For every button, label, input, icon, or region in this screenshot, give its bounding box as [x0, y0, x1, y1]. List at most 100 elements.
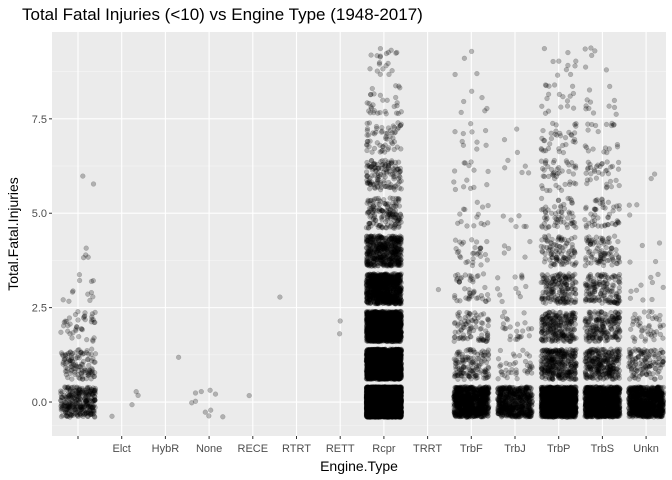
data-point: [90, 411, 96, 418]
data-point: [77, 404, 83, 411]
data-point: [90, 404, 97, 410]
data-point: [72, 401, 78, 408]
data-point: [76, 389, 82, 395]
data-point: [89, 407, 95, 413]
data-point: [90, 337, 96, 343]
data-point: [66, 399, 73, 406]
data-point: [129, 402, 135, 408]
scatter-points: [58, 45, 667, 420]
data-point: [175, 354, 182, 360]
data-point: [89, 410, 95, 417]
data-point: [192, 398, 199, 404]
data-point: [84, 385, 91, 391]
data-point: [83, 245, 89, 251]
data-point: [91, 397, 97, 404]
data-point: [58, 394, 65, 400]
data-point: [73, 387, 79, 394]
data-point: [80, 387, 86, 393]
data-point: [76, 409, 82, 415]
data-point: [91, 413, 98, 420]
data-point: [76, 272, 83, 278]
data-point: [85, 409, 92, 415]
data-point: [58, 407, 64, 413]
data-point: [81, 406, 87, 412]
data-point: [78, 403, 84, 409]
data-point: [88, 404, 94, 410]
data-point: [206, 413, 212, 419]
data-point: [61, 403, 67, 409]
data-point: [68, 407, 74, 414]
data-point: [84, 413, 91, 420]
data-point: [76, 277, 83, 284]
data-point: [84, 386, 91, 392]
data-point: [69, 394, 75, 401]
data-point: [87, 403, 94, 409]
data-point: [82, 396, 88, 403]
data-point: [92, 390, 98, 396]
data-point: [67, 414, 73, 420]
data-point: [61, 406, 68, 413]
data-point: [70, 288, 76, 294]
data-point: [82, 398, 89, 404]
data-point: [77, 407, 83, 413]
data-point: [92, 387, 98, 393]
data-point: [80, 255, 87, 261]
data-point: [61, 400, 67, 406]
data-point: [81, 350, 87, 357]
data-point: [64, 407, 70, 413]
data-point: [72, 411, 78, 417]
data-point: [207, 387, 213, 393]
data-point: [69, 398, 76, 405]
data-point: [79, 403, 85, 410]
data-point: [90, 391, 96, 398]
data-point: [73, 327, 79, 334]
data-point: [58, 329, 64, 335]
data-point: [86, 384, 92, 391]
data-point: [67, 349, 74, 355]
data-point: [76, 387, 82, 393]
data-point: [70, 412, 76, 419]
data-point: [58, 405, 64, 412]
data-point: [63, 413, 70, 419]
data-point: [67, 392, 73, 398]
data-point: [58, 413, 65, 420]
data-point: [77, 411, 83, 417]
data-point: [72, 397, 78, 403]
data-point: [83, 389, 89, 396]
data-point: [67, 401, 74, 407]
data-point: [72, 407, 78, 413]
data-point: [62, 394, 68, 400]
data-point: [66, 403, 73, 409]
data-point: [63, 400, 69, 406]
data-point: [63, 396, 69, 402]
data-point: [64, 387, 70, 393]
data-point: [85, 402, 91, 408]
data-point: [83, 398, 89, 404]
data-point: [90, 407, 96, 414]
data-point: [58, 391, 64, 397]
data-point: [82, 313, 88, 319]
data-point: [85, 401, 91, 407]
data-point: [73, 400, 80, 407]
data-point: [63, 371, 69, 378]
data-point: [88, 358, 95, 364]
data-point: [78, 406, 84, 413]
data-point: [80, 410, 86, 416]
data-point: [80, 173, 86, 179]
data-point: [87, 388, 93, 394]
data-point: [64, 366, 71, 372]
data-point: [85, 397, 91, 404]
data-point: [61, 356, 67, 362]
data-point: [85, 410, 91, 416]
plot-panel: [52, 32, 666, 436]
data-point: [73, 390, 79, 396]
data-point: [69, 388, 75, 395]
data-point: [77, 375, 83, 382]
data-point: [69, 335, 75, 341]
data-point: [337, 318, 343, 324]
data-point: [75, 397, 82, 403]
chart-title: Total Fatal Injuries (<10) vs Engine Typ…: [22, 5, 423, 24]
data-point: [72, 399, 78, 405]
data-point: [61, 401, 68, 408]
